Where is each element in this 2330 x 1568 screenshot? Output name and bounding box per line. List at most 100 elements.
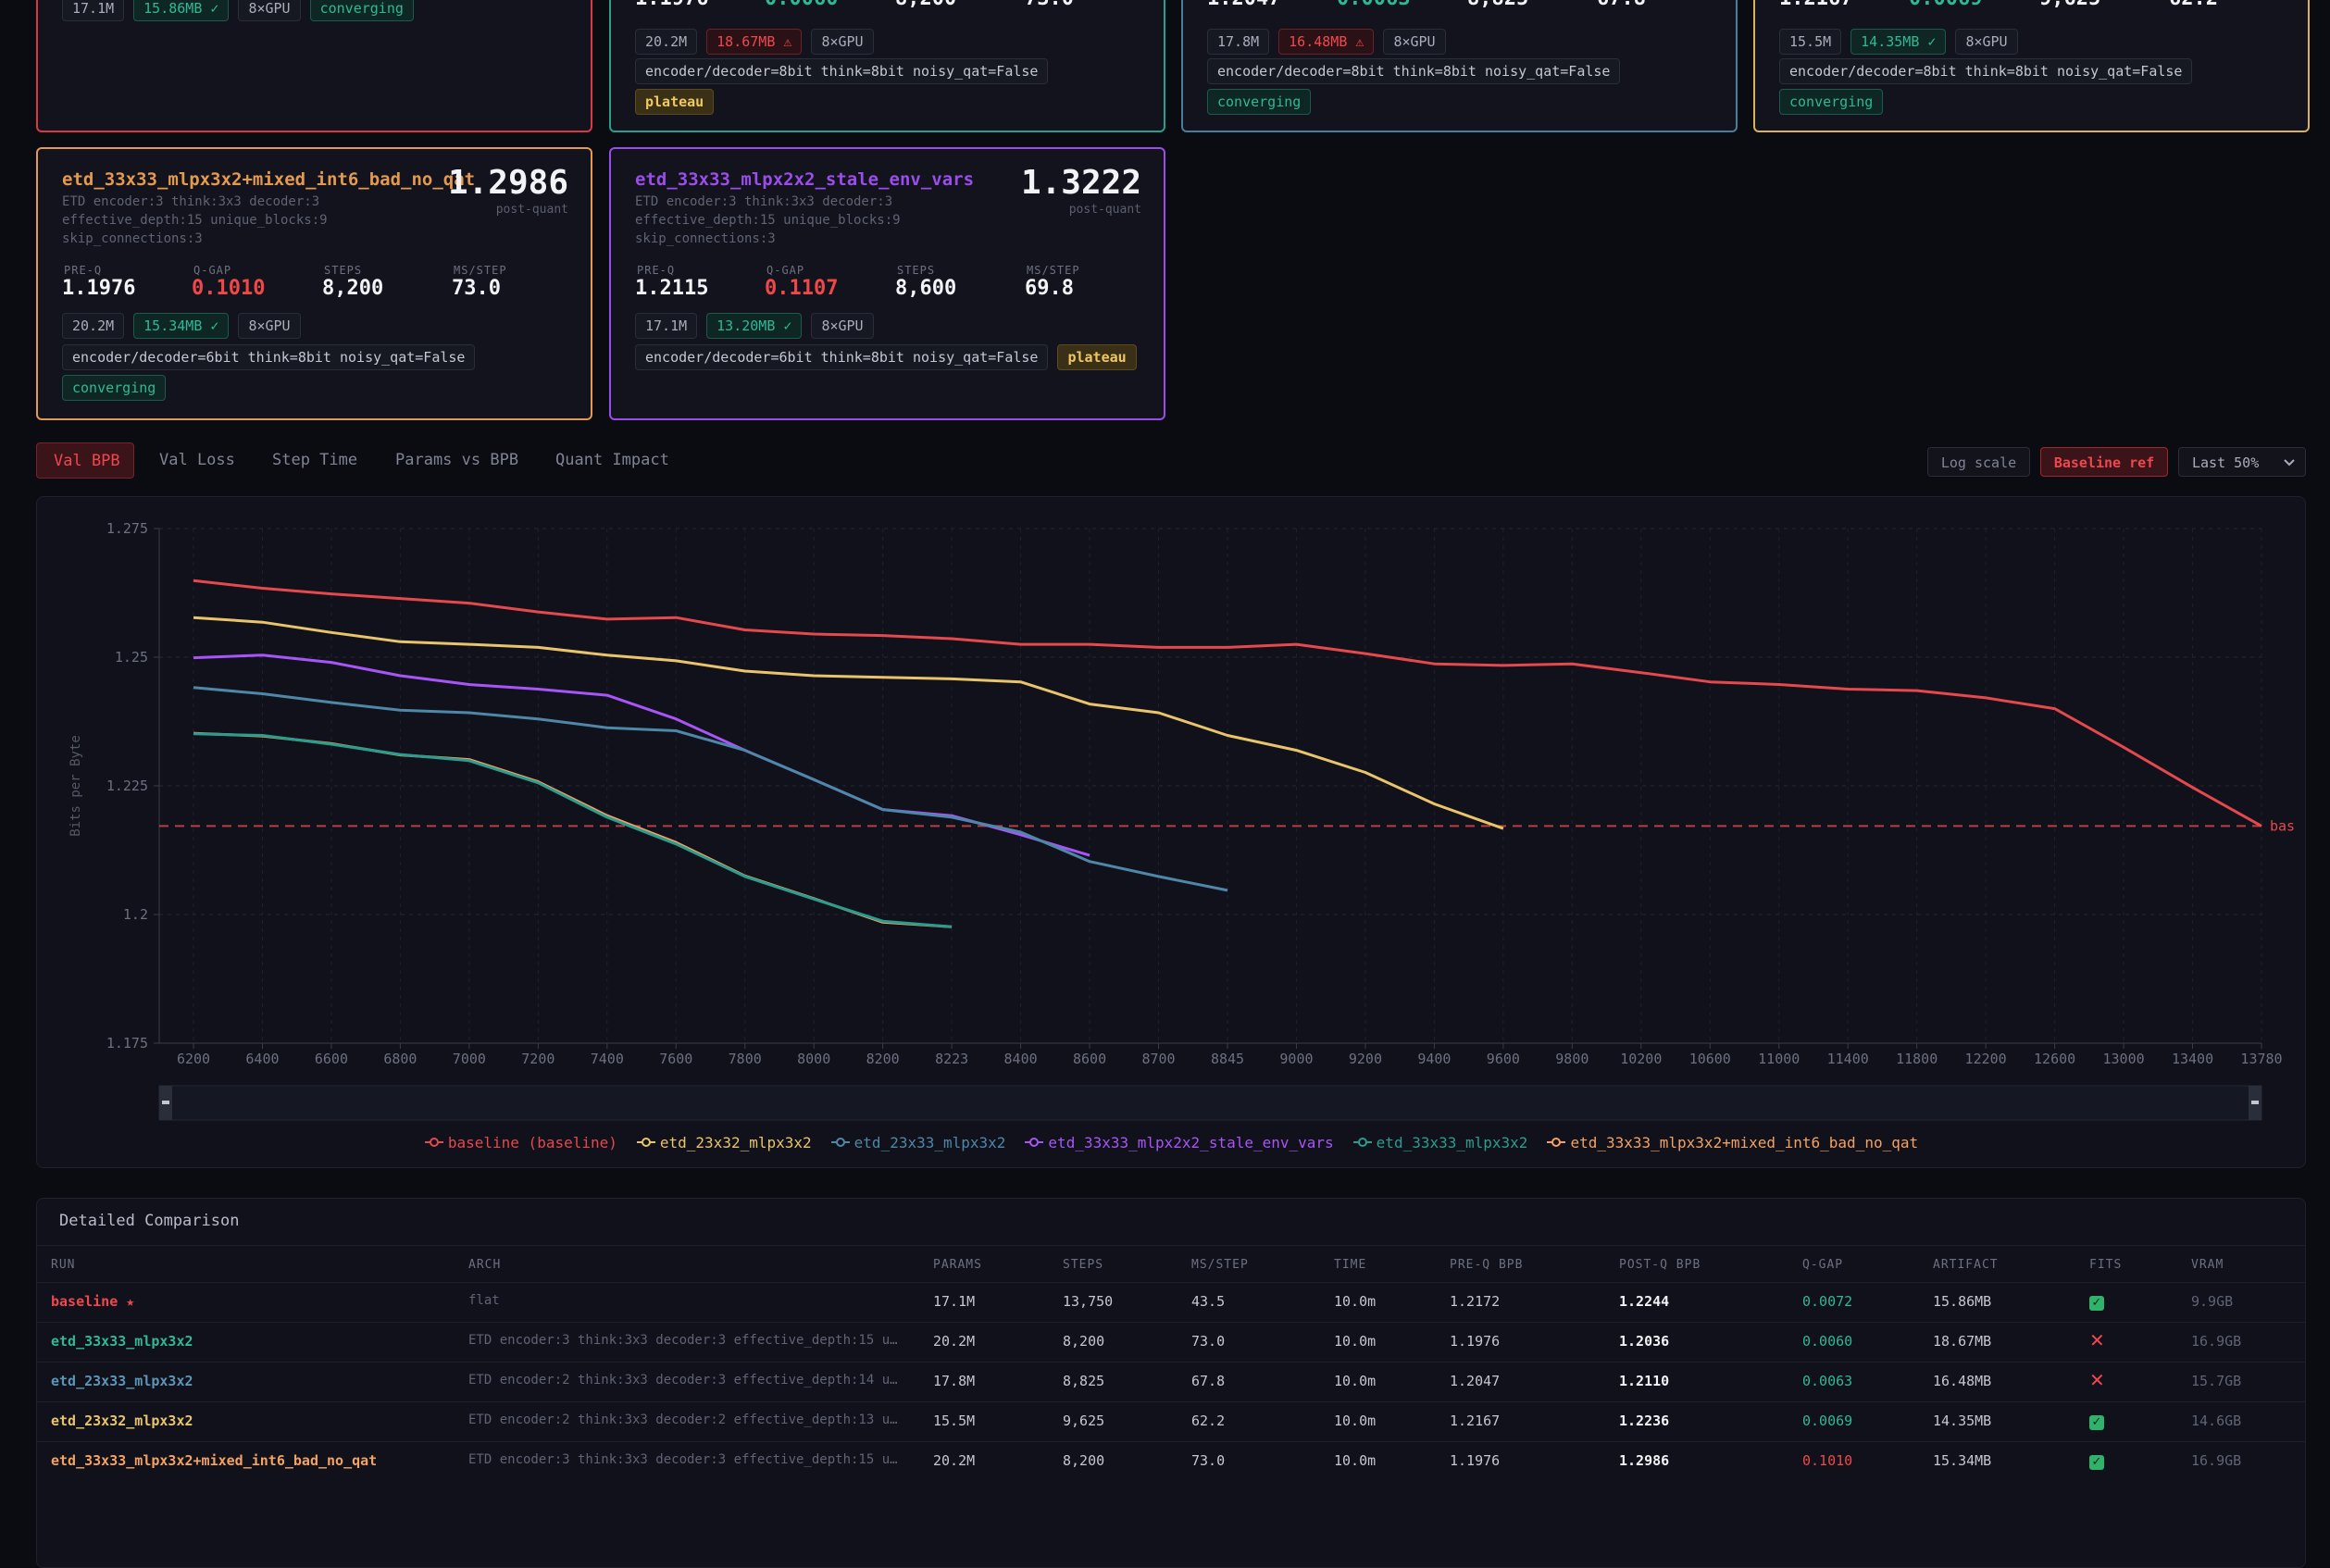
params-tag: 15.5M [1779, 29, 1842, 55]
tag-row: 17.1M 15.86MB ✓ 8×GPU converging [62, 0, 414, 21]
table-cell: 1.2110 [1619, 1373, 1670, 1389]
table-cell: 17.8M [933, 1373, 976, 1389]
config-tag: encoder/decoder=8bit think=8bit noisy_qa… [1779, 58, 2193, 84]
legend-label: etd_33x33_mlpx3x2 [1376, 1133, 1528, 1151]
metric-value: 0.0060 [765, 0, 838, 10]
status-tag: converging [309, 0, 414, 21]
tag-row: 20.2M 18.67MB ⚠ 8×GPU [635, 29, 874, 55]
artifact-tag: 14.35MB ✓ [1850, 29, 1947, 55]
run-name[interactable]: baseline ★ [51, 1293, 135, 1310]
zoom-handle-grip [162, 1101, 169, 1104]
status-row: converging [1207, 89, 1312, 115]
metric-value: 1.1976 [635, 0, 708, 10]
table-cell: 8,200 [1063, 1333, 1105, 1350]
baseline-ref-toggle[interactable]: Baseline ref [2040, 447, 2168, 477]
metric-value: 1.2115 [635, 277, 709, 300]
x-tick-label: 11800 [1896, 1051, 1938, 1067]
arch-line: effective_depth:15 unique_blocks:9 [62, 213, 328, 228]
arch-info: ETD encoder:3 think:3x3 decoder:3 effecti… [62, 193, 328, 248]
tab[interactable]: Val BPB [36, 442, 134, 479]
range-select[interactable]: Last 50% [2178, 447, 2306, 477]
table-cell: 13,750 [1063, 1293, 1114, 1310]
card-title: etd_33x33_mlpx2x2_stale_env_vars [635, 169, 975, 190]
table-cell: 1.2047 [1450, 1373, 1501, 1389]
series-line [193, 732, 953, 928]
status-row: converging [62, 375, 167, 401]
column-header: MS/STEP [1191, 1258, 1249, 1272]
params-tag: 17.1M [635, 313, 698, 339]
zoom-slider[interactable] [158, 1085, 2262, 1121]
table-cell: 10.0m [1334, 1412, 1377, 1429]
y-tick-label: 1.275 [106, 520, 148, 537]
table-cell: 1.1976 [1450, 1452, 1501, 1469]
metric-value: 0.0069 [1909, 0, 1982, 10]
run-name[interactable]: etd_23x32_mlpx3x2 [51, 1412, 193, 1429]
params-tag: 20.2M [62, 313, 125, 339]
column-header: ARTIFACT [1933, 1258, 1999, 1272]
column-header: Q-GAP [1802, 1258, 1844, 1272]
table-cell: 0.0072 [1802, 1293, 1853, 1310]
metric-label: STEPS [897, 264, 936, 277]
metric-value: 67.8 [1597, 0, 1646, 10]
run-card[interactable]: etd_33x33_mlpx3x2+mixed_int6_bad_no_qat 1… [36, 147, 592, 420]
metric-value: 69.8 [1025, 277, 1074, 300]
legend-item[interactable]: etd_23x33_mlpx3x2 [830, 1134, 1005, 1151]
row-divider [37, 1401, 2305, 1402]
table-cell: 8,200 [1063, 1452, 1105, 1469]
gpu-tag: 8×GPU [1383, 29, 1446, 55]
table-cell: 15.7GB [2191, 1373, 2242, 1389]
x-tick-label: 6600 [315, 1051, 348, 1067]
x-tick-label: 9200 [1349, 1051, 1382, 1067]
legend-item[interactable]: etd_33x33_mlpx3x2 [1352, 1133, 1528, 1151]
legend-item[interactable]: etd_23x32_mlpx3x2 [636, 1134, 812, 1151]
y-tick-label: 1.175 [106, 1035, 148, 1052]
x-tick-label: 8000 [797, 1051, 830, 1067]
tab[interactable]: Val Loss [159, 451, 235, 469]
config-row: encoder/decoder=8bit think=8bit noisy_qa… [1779, 58, 2193, 84]
x-tick-label: 6400 [245, 1051, 279, 1067]
legend-item[interactable]: etd_33x33_mlpx3x2+mixed_int6_bad_no_qat [1546, 1134, 1918, 1151]
table-cell: 1.2244 [1619, 1293, 1670, 1310]
log-scale-toggle[interactable]: Log scale [1927, 447, 2030, 477]
run-name[interactable]: etd_33x33_mlpx3x2 [51, 1333, 193, 1350]
x-tick-label: 6200 [177, 1051, 210, 1067]
table-cell: 73.0 [1191, 1333, 1226, 1350]
metric-value: 0.1107 [765, 277, 839, 300]
x-tick-label: 9400 [1417, 1051, 1451, 1067]
page: Run comparison { "cards_top": [ {"color"… [36, 0, 2310, 1568]
arch-line: ETD encoder:3 think:3x3 decoder:3 [635, 194, 893, 209]
column-header: PRE-Q BPB [1450, 1258, 1524, 1272]
config-tag: encoder/decoder=6bit think=8bit noisy_qa… [635, 344, 1049, 370]
metric-value: 1.1976 [62, 277, 136, 300]
tag-row: 15.5M 14.35MB ✓ 8×GPU [1779, 29, 2018, 55]
tab[interactable]: Quant Impact [555, 451, 669, 469]
table-cell: ETD encoder:2 think:3x3 decoder:3 effect… [468, 1373, 903, 1388]
tab[interactable]: Step Time [272, 451, 358, 469]
legend-item[interactable]: baseline (baseline) [424, 1134, 617, 1151]
table-cell: 16.9GB [2191, 1333, 2242, 1350]
artifact-tag: 15.86MB ✓ [133, 0, 230, 21]
table-cell: 73.0 [1191, 1452, 1226, 1469]
column-header: POST-Q BPB [1619, 1258, 1701, 1272]
config-row: encoder/decoder=8bit think=8bit noisy_qa… [635, 58, 1049, 84]
gpu-tag: 8×GPU [811, 313, 874, 339]
legend: baseline (baseline) etd_23x32_mlpx3x2 etd_… [36, 1130, 2306, 1154]
metric-value: 8,200 [322, 277, 384, 300]
y-axis-title: Bits per Byte [69, 735, 83, 837]
metric-label: Q-GAP [766, 264, 805, 277]
run-card[interactable]: etd_33x33_mlpx2x2_stale_env_vars 1.3222 po… [609, 147, 1165, 420]
table-cell: ETD encoder:3 think:3x3 decoder:3 effect… [468, 1452, 903, 1467]
artifact-tag: 16.48MB ⚠ [1278, 29, 1375, 55]
metric-value: 73.0 [1025, 0, 1074, 10]
x-tick-label: 7600 [659, 1051, 692, 1067]
run-name[interactable]: etd_23x33_mlpx3x2 [51, 1373, 193, 1389]
column-header: TIME [1334, 1258, 1367, 1272]
legend-item[interactable]: etd_33x33_mlpx2x2_stale_env_vars [1024, 1134, 1334, 1151]
x-tick-label: 10600 [1689, 1051, 1731, 1067]
tab[interactable]: Params vs BPB [395, 451, 519, 469]
run-name[interactable]: etd_33x33_mlpx3x2+mixed_int6_bad_no_qat [51, 1452, 378, 1469]
x-tick-label: 9800 [1555, 1051, 1589, 1067]
y-tick-label: 1.25 [115, 649, 148, 666]
config-tag: encoder/decoder=8bit think=8bit noisy_qa… [635, 58, 1049, 84]
column-header: ARCH [468, 1258, 502, 1272]
